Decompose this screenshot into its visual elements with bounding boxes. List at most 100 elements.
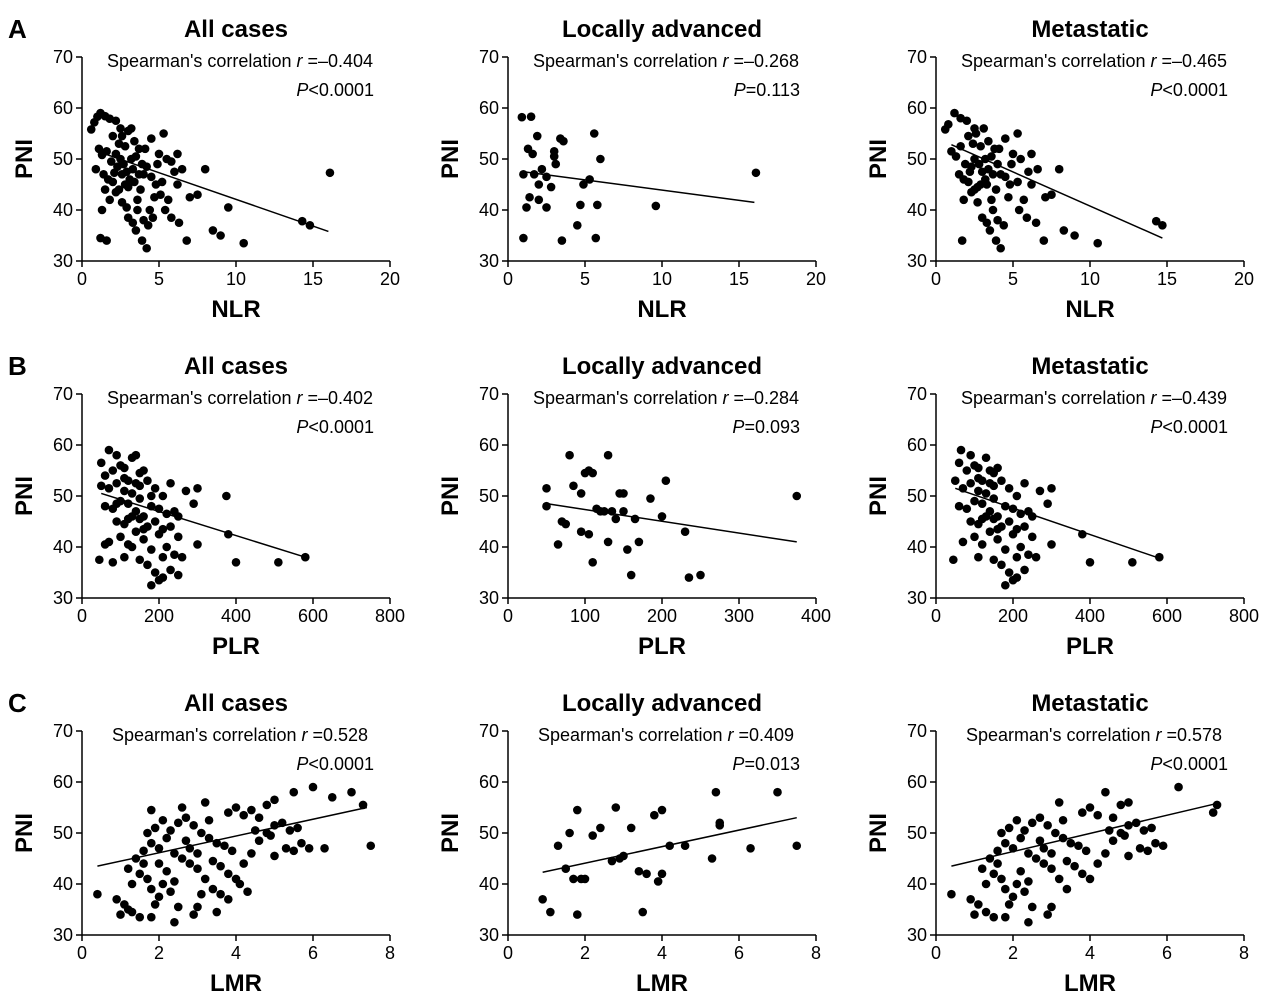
data-point <box>1014 205 1024 215</box>
data-point <box>142 243 151 253</box>
data-point <box>968 139 978 148</box>
regression-line <box>542 816 797 874</box>
data-point <box>108 177 118 187</box>
data-point <box>993 535 1002 544</box>
data-point <box>158 491 168 501</box>
data-point <box>150 517 160 526</box>
data-point <box>170 550 179 559</box>
data-point <box>1081 846 1091 856</box>
data-point <box>1085 558 1095 567</box>
data-point <box>962 116 972 126</box>
data-point <box>162 866 171 876</box>
data-point <box>231 558 241 567</box>
x-tick-label: 0 <box>503 606 513 626</box>
data-point <box>120 141 130 151</box>
regression-line <box>951 802 1218 867</box>
p-value-annotation: P=0.013 <box>732 754 800 774</box>
data-point <box>1001 580 1010 590</box>
data-point <box>1035 813 1045 822</box>
data-point <box>1024 550 1033 559</box>
data-point <box>173 149 182 159</box>
data-point <box>988 205 998 215</box>
x-tick-label: 800 <box>1229 606 1259 626</box>
plot-title: Metastatic <box>1031 353 1148 380</box>
y-tick-label: 60 <box>907 98 927 118</box>
data-point <box>1039 844 1049 853</box>
data-point <box>959 195 969 205</box>
data-point <box>166 565 175 575</box>
data-point <box>163 195 173 205</box>
y-tick-label: 70 <box>907 384 927 404</box>
x-tick-label: 2 <box>1008 943 1018 963</box>
data-point <box>1151 838 1160 848</box>
y-tick-label: 60 <box>479 772 499 792</box>
data-point <box>177 164 187 174</box>
data-point <box>1070 231 1079 240</box>
data-point <box>1093 810 1102 820</box>
data-point <box>611 514 621 524</box>
data-point <box>944 120 953 129</box>
data-point <box>1004 517 1014 526</box>
data-point <box>139 535 148 544</box>
data-point <box>177 552 187 562</box>
data-point <box>976 141 985 151</box>
data-point <box>1051 828 1060 838</box>
data-point <box>162 833 171 843</box>
data-point <box>1062 856 1072 866</box>
data-point <box>989 912 999 922</box>
data-point <box>133 195 142 205</box>
data-point <box>1027 149 1036 159</box>
scatter-plot-2: Locally advanced 30 40 50 60 70 0 5 10 15 20 NLR PNI… <box>437 16 826 323</box>
data-point <box>1101 849 1110 858</box>
data-point <box>166 887 175 896</box>
data-point <box>573 805 582 815</box>
panel-letter-a: A <box>8 14 27 44</box>
data-point <box>135 555 145 565</box>
data-point <box>974 552 983 562</box>
x-tick-label: 300 <box>724 606 754 626</box>
data-point <box>559 136 568 146</box>
data-point <box>127 879 137 889</box>
data-point <box>997 560 1006 570</box>
data-point <box>170 167 179 177</box>
data-point <box>1047 190 1056 199</box>
data-point <box>134 170 144 179</box>
data-point <box>147 580 156 590</box>
plot-title: Locally advanced <box>562 690 762 717</box>
regression-line <box>955 487 1160 559</box>
data-point <box>243 887 252 896</box>
data-point <box>1035 836 1045 845</box>
data-point <box>224 869 233 879</box>
correlation-annotation: Spearman's correlation r =–0.268 <box>533 51 799 71</box>
data-point <box>653 877 663 886</box>
data-point <box>989 555 999 565</box>
data-point <box>1047 864 1056 873</box>
scatter-plot-1: All cases 30 40 50 60 70 0 5 10 15 20 NLR PNI Spearma… <box>11 16 400 323</box>
x-tick-label: 0 <box>503 943 513 963</box>
x-axis-label: LMR <box>636 970 688 997</box>
data-point <box>147 172 156 182</box>
data-point <box>993 463 1002 473</box>
data-point <box>964 131 973 141</box>
data-point <box>974 473 983 483</box>
data-point <box>193 849 202 858</box>
x-tick-label: 400 <box>1075 606 1105 626</box>
data-point <box>104 484 114 493</box>
data-point <box>131 478 141 488</box>
x-tick-label: 5 <box>1008 269 1018 289</box>
data-point <box>607 856 617 866</box>
data-point <box>147 491 156 501</box>
data-point <box>549 147 559 156</box>
data-point <box>289 787 299 797</box>
data-point <box>974 900 983 909</box>
data-point <box>167 213 176 222</box>
data-point <box>308 782 318 792</box>
data-point <box>1001 134 1010 143</box>
data-point <box>1020 565 1029 575</box>
x-axis-label: PLR <box>638 633 686 660</box>
x-tick-label: 15 <box>729 269 749 289</box>
data-point <box>1008 575 1018 585</box>
data-point <box>981 489 991 498</box>
data-point <box>128 164 138 174</box>
data-point <box>1020 826 1029 835</box>
